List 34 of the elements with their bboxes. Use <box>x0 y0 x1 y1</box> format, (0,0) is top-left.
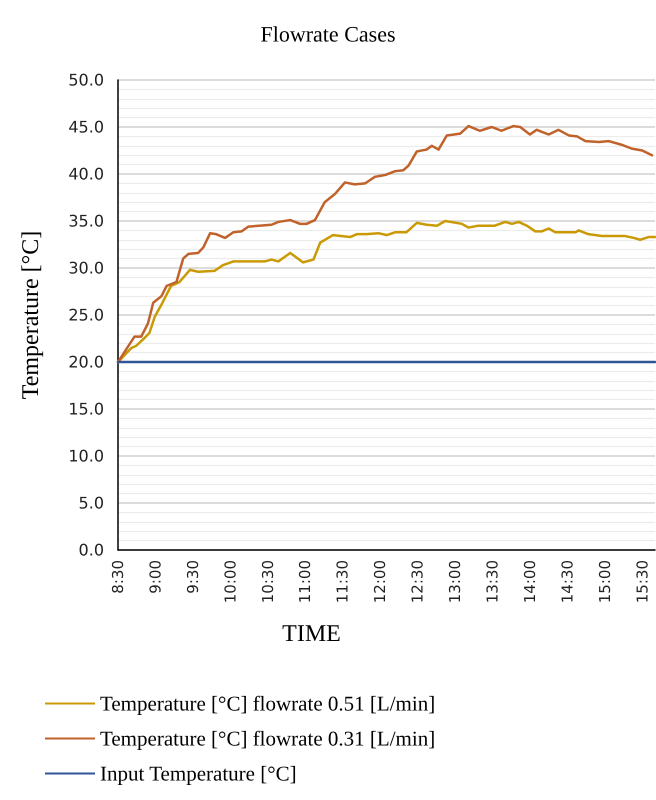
x-tick-label: 10:30 <box>258 560 277 604</box>
x-tick-label: 14:00 <box>520 560 539 604</box>
x-tick-label: 8:30 <box>109 560 127 594</box>
y-axis-title: Temperature [°C] <box>18 230 44 400</box>
y-tick-label: 5.0 <box>78 494 104 512</box>
x-tick-label: 10:00 <box>221 560 240 604</box>
chart-title: Flowrate Cases <box>260 22 396 46</box>
x-tick-label: 15:30 <box>633 560 652 604</box>
x-tick-label: 12:30 <box>408 560 427 604</box>
line-series <box>116 220 656 364</box>
y-tick-label: 40.0 <box>68 164 104 184</box>
legend-label: Input Temperature [°C] <box>100 762 297 786</box>
x-tick-label: 9:00 <box>146 560 164 594</box>
y-tick-label: 50.0 <box>68 70 104 90</box>
x-tick-label: 15:00 <box>596 560 614 604</box>
legend-label: Temperature [°C] flowrate 0.31 [L/min] <box>100 726 436 750</box>
y-tick-label: 15.0 <box>68 400 104 418</box>
x-tick-label: 12:00 <box>371 560 390 604</box>
x-tick-label: 13:30 <box>483 560 502 604</box>
x-tick-label: 9:30 <box>184 560 202 594</box>
x-tick-label: 13:00 <box>446 560 464 604</box>
y-tick-label: 20.0 <box>68 352 104 372</box>
legend-label: Temperature [°C] flowrate 0.51 [L/min] <box>100 692 436 716</box>
x-tick-label: 11:30 <box>334 560 352 604</box>
y-tick-label: 45.0 <box>68 118 104 136</box>
y-tick-label: 35.0 <box>68 212 104 230</box>
y-tick-label: 10.0 <box>68 446 104 466</box>
y-tick-label: 30.0 <box>68 258 104 278</box>
x-axis-title: TIME <box>282 621 341 647</box>
x-tick-label: 11:00 <box>296 560 314 604</box>
x-tick-label: 14:30 <box>558 560 576 604</box>
y-tick-label: 0.0 <box>78 540 104 560</box>
line-series <box>116 124 654 364</box>
y-tick-label: 25.0 <box>68 306 104 324</box>
